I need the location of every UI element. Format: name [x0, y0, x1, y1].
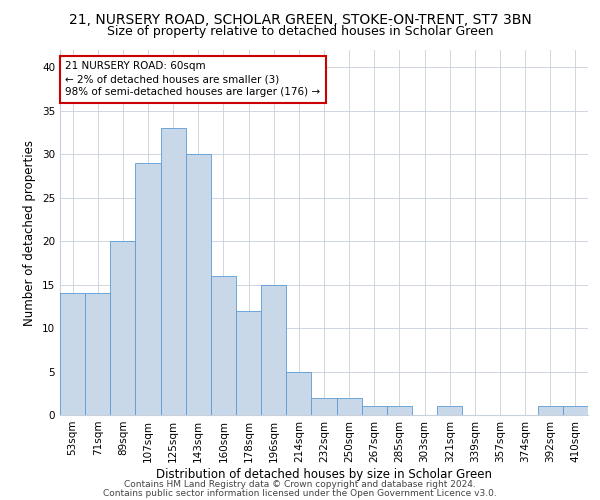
Bar — [236, 310, 261, 415]
Bar — [261, 284, 286, 415]
Bar — [60, 294, 85, 415]
Y-axis label: Number of detached properties: Number of detached properties — [23, 140, 37, 326]
Bar — [161, 128, 186, 415]
Bar — [85, 294, 110, 415]
Text: Size of property relative to detached houses in Scholar Green: Size of property relative to detached ho… — [107, 25, 493, 38]
Bar — [211, 276, 236, 415]
X-axis label: Distribution of detached houses by size in Scholar Green: Distribution of detached houses by size … — [156, 468, 492, 480]
Bar — [387, 406, 412, 415]
Bar — [362, 406, 387, 415]
Bar — [337, 398, 362, 415]
Text: 21, NURSERY ROAD, SCHOLAR GREEN, STOKE-ON-TRENT, ST7 3BN: 21, NURSERY ROAD, SCHOLAR GREEN, STOKE-O… — [68, 12, 532, 26]
Text: 21 NURSERY ROAD: 60sqm
← 2% of detached houses are smaller (3)
98% of semi-detac: 21 NURSERY ROAD: 60sqm ← 2% of detached … — [65, 61, 320, 98]
Text: Contains HM Land Registry data © Crown copyright and database right 2024.: Contains HM Land Registry data © Crown c… — [124, 480, 476, 489]
Bar — [186, 154, 211, 415]
Bar — [311, 398, 337, 415]
Bar — [136, 163, 161, 415]
Bar — [563, 406, 588, 415]
Bar — [437, 406, 462, 415]
Bar — [110, 241, 136, 415]
Bar — [286, 372, 311, 415]
Bar — [538, 406, 563, 415]
Text: Contains public sector information licensed under the Open Government Licence v3: Contains public sector information licen… — [103, 488, 497, 498]
